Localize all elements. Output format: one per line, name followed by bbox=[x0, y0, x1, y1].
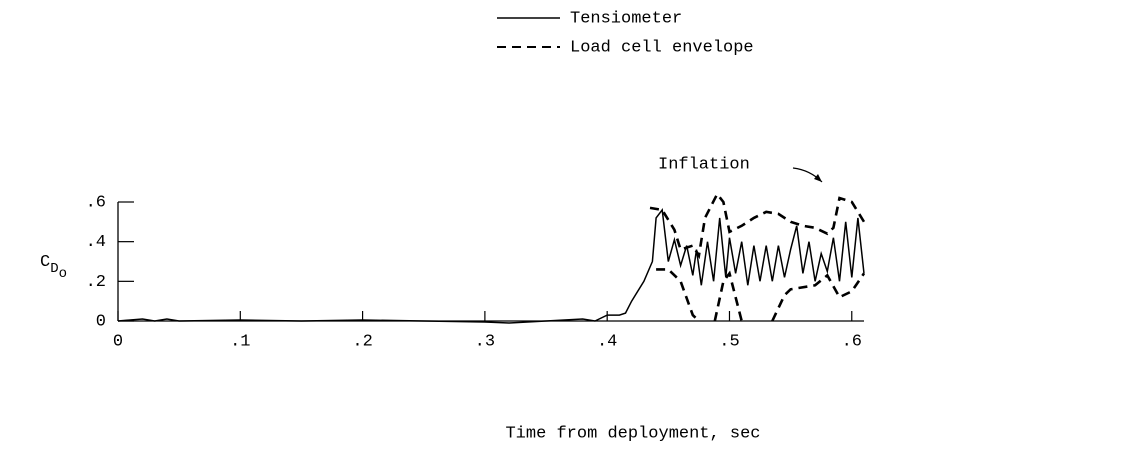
x-tick-label: 0 bbox=[113, 332, 123, 351]
x-tick-label: .5 bbox=[719, 332, 739, 351]
y-tick-label: .2 bbox=[86, 273, 106, 292]
y-axis-label: CDo bbox=[40, 253, 67, 281]
series-line bbox=[117, 207, 865, 324]
y-tick-label: .4 bbox=[86, 233, 106, 252]
y-label-sub: D bbox=[50, 261, 58, 277]
y-label-base: C bbox=[40, 253, 50, 272]
x-tick-label: .1 bbox=[230, 332, 250, 351]
annotation: Inflation bbox=[658, 155, 750, 174]
y-tick-label: .6 bbox=[86, 193, 106, 212]
y-tick-label: 0 bbox=[96, 312, 106, 331]
x-tick-label: .2 bbox=[352, 332, 372, 351]
y-label-subsub: o bbox=[59, 266, 67, 282]
x-axis-label: Time from deployment, sec bbox=[505, 424, 760, 443]
legend-label: Tensiometer bbox=[570, 9, 682, 28]
x-tick-label: .6 bbox=[842, 332, 862, 351]
series-line bbox=[649, 191, 866, 322]
x-tick-label: .4 bbox=[597, 332, 617, 351]
legend-label: Load cell envelope bbox=[570, 38, 754, 57]
x-tick-label: .3 bbox=[475, 332, 495, 351]
arrowhead bbox=[814, 174, 822, 182]
